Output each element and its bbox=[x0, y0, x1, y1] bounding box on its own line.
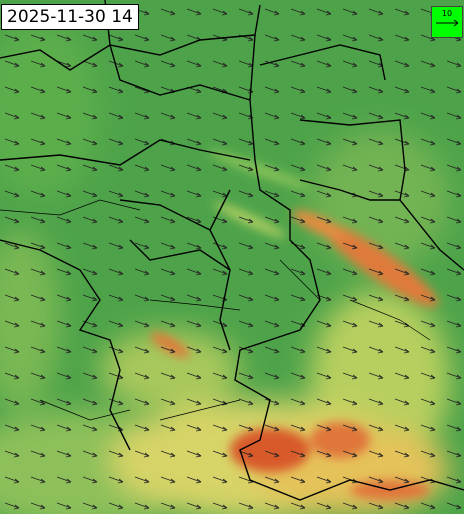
legend-label: 10 bbox=[441, 9, 453, 18]
timestamp: 2025-11-30 14 bbox=[1, 4, 139, 30]
wind-legend: 10 bbox=[431, 6, 463, 38]
legend-arrow bbox=[436, 19, 459, 27]
